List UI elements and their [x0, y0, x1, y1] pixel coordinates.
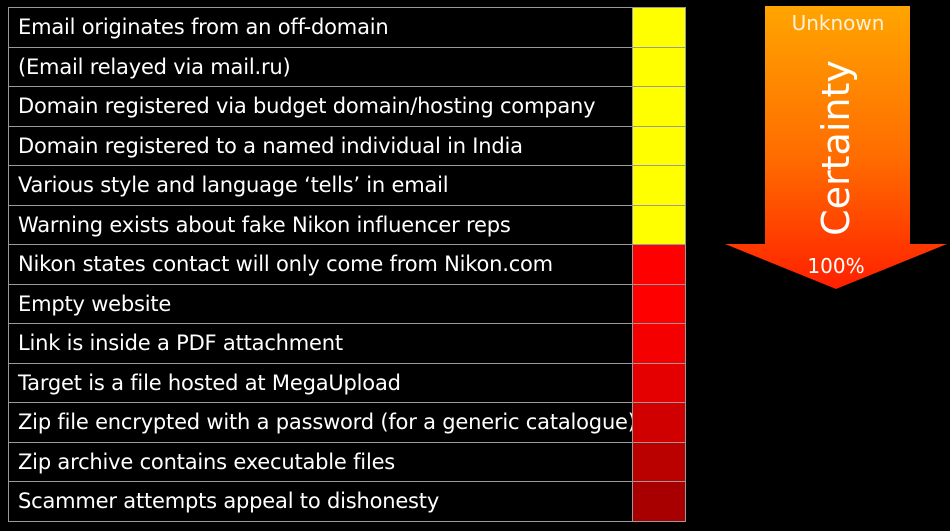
- evidence-table: Email originates from an off-domain (Emai…: [8, 7, 686, 522]
- evidence-label: Various style and language ‘tells’ in em…: [8, 165, 633, 206]
- evidence-label: Domain registered to a named individual …: [8, 125, 633, 166]
- arrow-shape: [725, 6, 947, 289]
- evidence-row: Target is a file hosted at MegaUpload: [8, 362, 686, 403]
- evidence-row: Link is inside a PDF attachment: [8, 323, 686, 364]
- evidence-label: Domain registered via budget domain/host…: [8, 86, 633, 127]
- certainty-swatch: [632, 244, 686, 285]
- certainty-swatch: [632, 86, 686, 127]
- evidence-row: Empty website: [8, 283, 686, 324]
- certainty-swatch: [632, 125, 686, 166]
- certainty-swatch: [632, 204, 686, 245]
- evidence-row: (Email relayed via mail.ru): [8, 46, 686, 87]
- certainty-swatch: [632, 323, 686, 364]
- evidence-row: Email originates from an off-domain: [8, 7, 686, 48]
- evidence-row: Various style and language ‘tells’ in em…: [8, 165, 686, 206]
- evidence-label: Empty website: [8, 283, 633, 324]
- evidence-label: Warning exists about fake Nikon influenc…: [8, 204, 633, 245]
- evidence-row: Scammer attempts appeal to dishonesty: [8, 481, 686, 522]
- evidence-row: Zip file encrypted with a password (for …: [8, 402, 686, 443]
- certainty-swatch: [632, 165, 686, 206]
- certainty-swatch: [632, 283, 686, 324]
- evidence-row: Nikon states contact will only come from…: [8, 244, 686, 285]
- evidence-label: Zip archive contains executable files: [8, 441, 633, 482]
- evidence-label: Target is a file hosted at MegaUpload: [8, 362, 633, 403]
- scale-title: Certainty: [814, 60, 858, 236]
- certainty-swatch: [632, 7, 686, 48]
- evidence-label: Scammer attempts appeal to dishonesty: [8, 481, 633, 522]
- certainty-swatch: [632, 46, 686, 87]
- certainty-swatch: [632, 362, 686, 403]
- scale-bottom-label: 100%: [807, 254, 864, 278]
- evidence-rows: Email originates from an off-domain (Emai…: [8, 7, 686, 522]
- certainty-scale-arrow: Unknown Certainty 100%: [725, 6, 947, 289]
- evidence-label: Link is inside a PDF attachment: [8, 323, 633, 364]
- evidence-label: Zip file encrypted with a password (for …: [8, 402, 633, 443]
- certainty-swatch: [632, 402, 686, 443]
- evidence-row: Domain registered via budget domain/host…: [8, 86, 686, 127]
- evidence-label: (Email relayed via mail.ru): [8, 46, 633, 87]
- certainty-swatch: [632, 441, 686, 482]
- evidence-label: Email originates from an off-domain: [8, 7, 633, 48]
- evidence-row: Zip archive contains executable files: [8, 441, 686, 482]
- certainty-swatch: [632, 481, 686, 522]
- scale-top-label: Unknown: [792, 11, 885, 35]
- evidence-row: Domain registered to a named individual …: [8, 125, 686, 166]
- evidence-label: Nikon states contact will only come from…: [8, 244, 633, 285]
- evidence-row: Warning exists about fake Nikon influenc…: [8, 204, 686, 245]
